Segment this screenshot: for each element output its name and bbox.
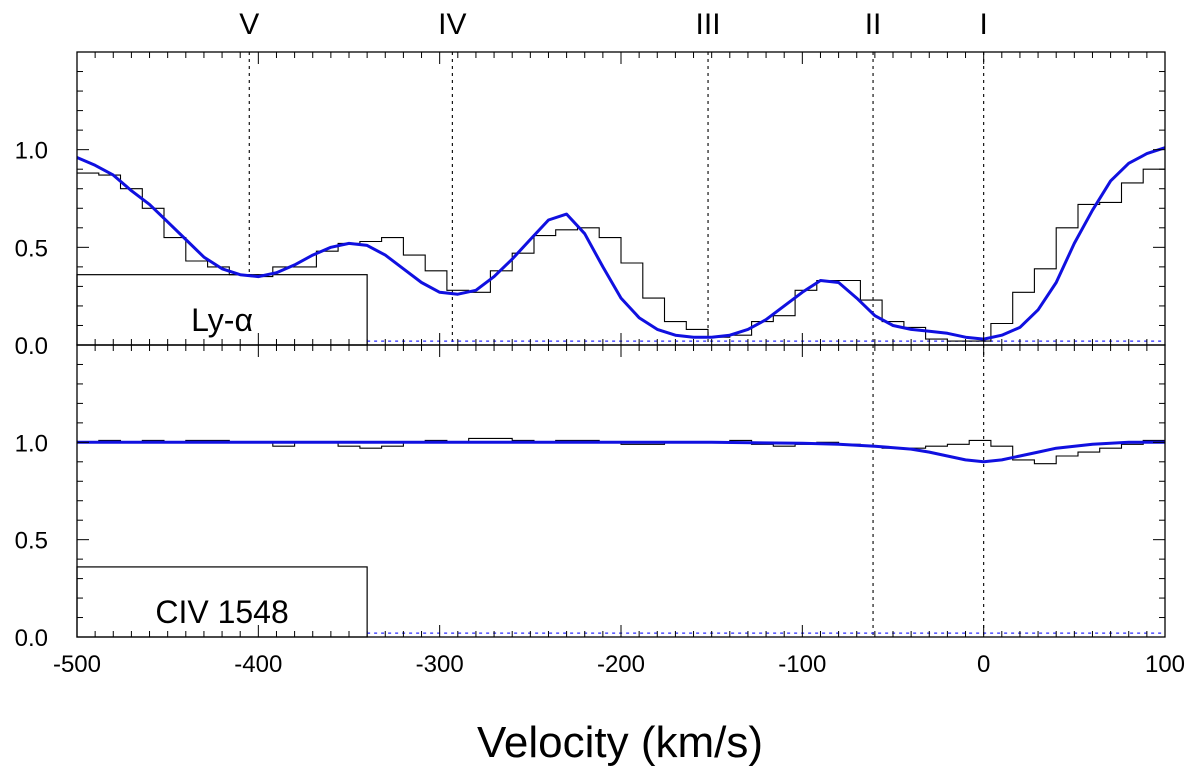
panel-label: CIV 1548: [155, 594, 288, 630]
panel-lya: Ly-α 0.0 0.5 1.0: [15, 51, 1166, 360]
x-tick-label: -500: [53, 651, 101, 678]
x-tick-label: -100: [778, 651, 826, 678]
x-axis: -500 -400 -300 -200 -100 0 100: [53, 651, 1185, 678]
panel-label: Ly-α: [191, 302, 253, 338]
panel-frame: [76, 344, 1166, 638]
y-tick-label: 0.0: [15, 625, 48, 652]
component-label: III: [696, 8, 721, 41]
y-tick-label: 1.0: [15, 138, 48, 165]
panel-civ: CIV 1548 0.0 0.5 1.0: [15, 344, 1166, 652]
x-tick-label: -200: [597, 651, 645, 678]
component-label: V: [239, 8, 259, 41]
panels: Ly-α 0.0 0.5 1.0 CIV 1548 0.0 0.5 1.0: [15, 51, 1166, 652]
component-markers: V IV III II I: [239, 8, 988, 637]
y-tick-label: 0.5: [15, 528, 48, 555]
x-tick-label: 0: [977, 651, 990, 678]
y-tick-label: 1.0: [15, 430, 48, 457]
component-label: IV: [438, 8, 466, 41]
model-curve: [77, 440, 1165, 464]
y-tick-label: 0.5: [15, 235, 48, 262]
component-label: I: [979, 8, 987, 41]
y-tick-label: 0.0: [15, 333, 48, 360]
x-tick-label: -300: [416, 651, 464, 678]
x-tick-label: -400: [234, 651, 282, 678]
x-axis-title: Velocity (km/s): [477, 718, 763, 767]
x-tick-label: 100: [1145, 651, 1185, 678]
component-label: II: [865, 8, 882, 41]
